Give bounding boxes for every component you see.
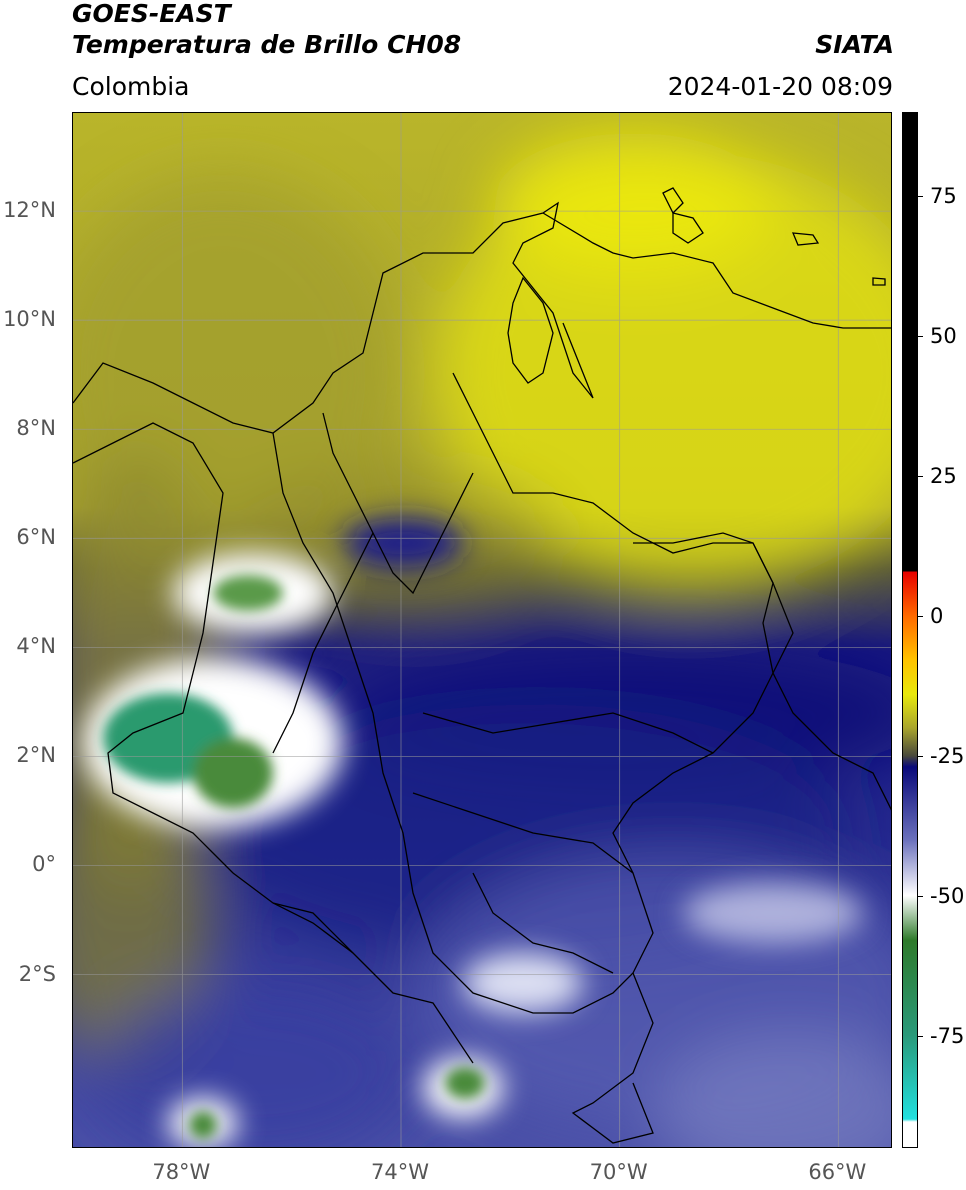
lat-tick-label: 2°S — [18, 961, 56, 986]
colorbar-tick-label: 0 — [930, 604, 944, 628]
lon-tick-label: 74°W — [371, 1160, 429, 1184]
dept-lines-4 — [412, 792, 634, 874]
colorbar-tick-label: -75 — [930, 1024, 965, 1048]
map-canvas — [73, 113, 891, 1147]
colorbar-tick-label: 50 — [930, 324, 957, 348]
venezuela-coast — [542, 212, 891, 329]
dept-lines-5 — [472, 872, 614, 974]
colorbar-tick — [918, 896, 923, 897]
convective-cores — [103, 575, 485, 1139]
lat-tick-label: 12°N — [3, 198, 56, 223]
lat-tick-label: 0° — [32, 852, 56, 877]
coastlines-borders — [73, 187, 891, 1144]
brand-label: SIATA — [815, 30, 894, 59]
lon-tick-label: 70°W — [589, 1160, 648, 1184]
colorbar-tick-label: -50 — [930, 884, 965, 908]
island-2 — [672, 212, 704, 244]
lon-tick-label: 66°W — [808, 1160, 867, 1184]
peru-border — [571, 972, 654, 1144]
cloud-field-regions — [73, 133, 891, 1147]
brazil-venezuela-border — [633, 532, 891, 811]
lat-tick-label: 10°N — [3, 307, 56, 332]
colorbar-tick — [918, 1036, 923, 1037]
colorbar-tick — [918, 336, 923, 337]
colorbar — [902, 112, 918, 1148]
colorbar-tick — [918, 476, 923, 477]
lat-tick-label: 8°N — [16, 416, 56, 441]
lake-maracaibo — [507, 276, 554, 384]
colorbar-tick — [918, 756, 923, 757]
island-4 — [872, 277, 886, 286]
dept-lines-1 — [322, 412, 474, 595]
region-label: Colombia — [72, 72, 190, 101]
pacific-coast — [73, 422, 354, 954]
colombia-interior-borders — [272, 372, 794, 1014]
colorbar-tick-label: -25 — [930, 744, 965, 768]
timestamp-label: 2024-01-20 08:09 — [667, 72, 893, 101]
colombia-caribbean-coast — [73, 201, 594, 434]
lat-tick-label: 4°N — [16, 634, 56, 659]
satellite-map[interactable] — [72, 112, 892, 1148]
product-title: GOES-EAST — [72, 0, 231, 28]
colorbar-tick — [918, 196, 923, 197]
graticule — [73, 113, 891, 1147]
dept-lines-3 — [422, 712, 714, 754]
ecuador-border — [272, 902, 474, 1064]
island-1 — [662, 187, 684, 215]
colorbar-tick-label: 25 — [930, 464, 957, 488]
colorbar-tick-label: 75 — [930, 184, 957, 208]
island-3 — [791, 232, 820, 246]
lat-tick-label: 6°N — [16, 525, 56, 550]
colorbar-tick — [918, 616, 923, 617]
product-subtitle: Temperatura de Brillo CH08 — [72, 30, 462, 59]
dept-lines-2 — [272, 532, 374, 754]
lat-tick-label: 2°N — [16, 743, 56, 768]
lon-tick-label: 78°W — [152, 1160, 211, 1184]
